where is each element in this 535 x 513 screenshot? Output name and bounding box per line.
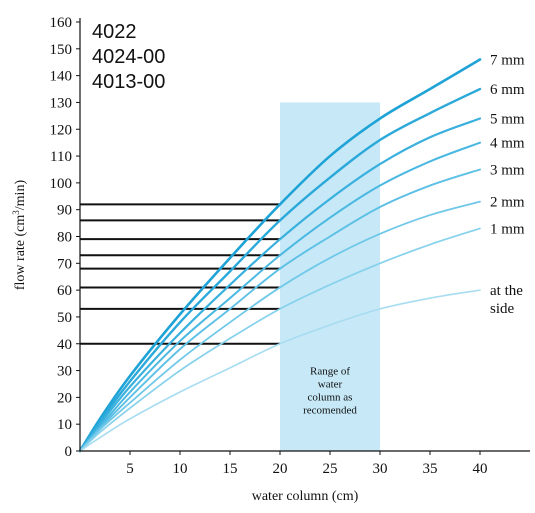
x-tick-label: 10	[173, 461, 188, 477]
model-list: 4022 4024-00 4013-00	[92, 21, 165, 93]
y-tick-label: 140	[50, 69, 73, 85]
y-axis-title-tail: /min)	[13, 180, 28, 211]
y-tick-label: 10	[57, 417, 72, 433]
series-line-5-mm	[78, 117, 482, 453]
series-label-at-the-side: at the	[490, 283, 523, 299]
series-line-7-mm	[78, 58, 482, 453]
x-tick-label: 5	[126, 461, 134, 477]
x-tick-label: 30	[373, 461, 388, 477]
series-label-4-mm: 4 mm	[490, 136, 525, 152]
y-tick-label: 100	[50, 176, 73, 192]
series-label-at-the-side: side	[490, 301, 515, 317]
series-line-4-mm	[79, 141, 481, 452]
series-line-6-mm	[78, 87, 482, 453]
series-label-7-mm: 7 mm	[490, 53, 525, 69]
y-tick-label: 50	[57, 310, 72, 326]
y-tick-label: 110	[50, 149, 72, 165]
model-label-3: 4013-00	[92, 71, 165, 93]
model-label-2: 4024-00	[92, 46, 165, 68]
series-line-2-mm	[79, 200, 481, 452]
y-tick-label: 160	[50, 15, 73, 31]
x-tick-label: 25	[323, 461, 338, 477]
x-tick-label: 35	[423, 461, 438, 477]
recommended-range-label-line: recomended	[303, 405, 357, 417]
y-axis-title-superscript: 3	[11, 210, 21, 215]
recommended-range-label-line: column as	[308, 392, 353, 404]
recommended-range-label-line: Range of	[310, 366, 350, 378]
model-label-1: 4022	[92, 21, 137, 43]
x-tick-label: 15	[223, 461, 238, 477]
recommended-range-label-line: water	[318, 379, 343, 391]
y-axis-title-main: flow rate (cm	[13, 215, 28, 291]
y-tick-label: 90	[57, 203, 72, 219]
series-label-1-mm: 1 mm	[490, 221, 525, 237]
y-tick-label: 80	[57, 230, 72, 246]
series-label-5-mm: 5 mm	[490, 112, 525, 128]
y-tick-label: 60	[57, 283, 72, 299]
series-label-2-mm: 2 mm	[490, 195, 525, 211]
series-line-at-the-side	[79, 289, 481, 452]
y-tick-label: 130	[50, 95, 73, 111]
series-line-1-mm	[79, 227, 481, 452]
x-axis-title: water column (cm)	[252, 489, 359, 504]
y-tick-label: 30	[57, 364, 72, 380]
x-tick-label: 20	[273, 461, 288, 477]
y-tick-label: 40	[57, 337, 72, 353]
y-tick-label: 20	[57, 390, 72, 406]
series-label-3-mm: 3 mm	[490, 162, 525, 178]
y-tick-label: 0	[65, 444, 73, 460]
y-axis-title: flow rate (cm3/min)	[11, 180, 28, 291]
series-label-6-mm: 6 mm	[490, 82, 525, 98]
x-tick-label: 40	[473, 461, 488, 477]
y-tick-label: 70	[57, 256, 72, 272]
y-tick-label: 120	[50, 122, 73, 138]
y-tick-label: 150	[50, 42, 73, 58]
series-line-3-mm	[79, 168, 481, 452]
